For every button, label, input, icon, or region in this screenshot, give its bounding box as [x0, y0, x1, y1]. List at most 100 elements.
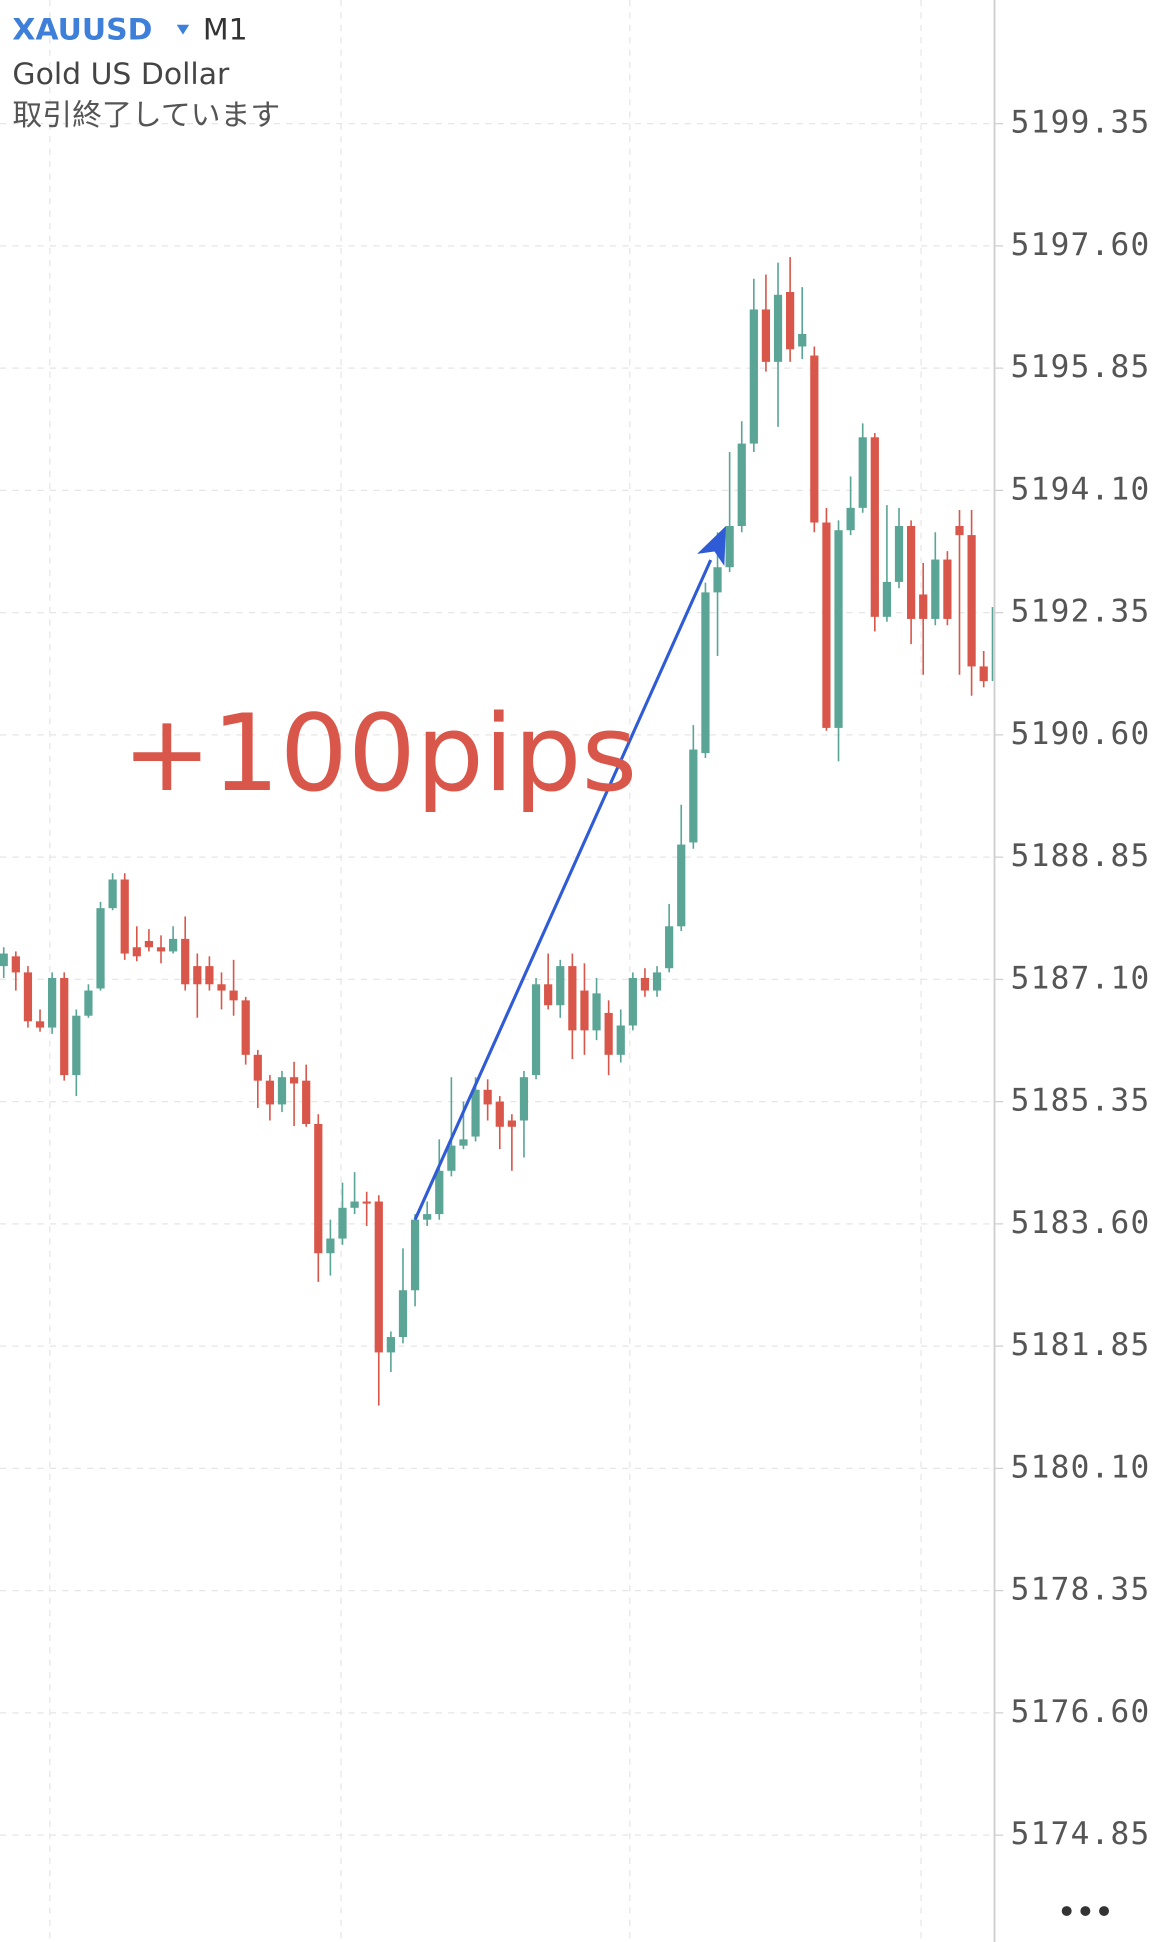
candle-body: [580, 990, 589, 1031]
candle-body: [398, 1290, 408, 1338]
candle-body: [810, 355, 819, 523]
y-tick-label: 5195.85: [1011, 349, 1151, 385]
candle-body: [737, 443, 746, 527]
y-tick-label: 5197.60: [1011, 227, 1151, 263]
symbol-dropdown-icon[interactable]: [176, 24, 190, 35]
candle-body: [23, 972, 33, 1022]
candle-body: [677, 844, 686, 927]
candle-body: [761, 309, 771, 362]
candle-body: [35, 1021, 45, 1028]
candle-body: [882, 581, 892, 617]
candle-body: [60, 977, 69, 1076]
candle-body: [72, 1015, 81, 1076]
time-grid: [49, 0, 922, 1942]
more-menu[interactable]: [1061, 1906, 1110, 1916]
candle-body: [169, 938, 178, 952]
subtitle: Gold US Dollar: [12, 57, 230, 92]
candle-body: [193, 966, 202, 985]
candle-body: [834, 530, 843, 728]
y-tick-label: 5180.10: [1011, 1449, 1151, 1485]
y-tick-label: 5199.35: [1011, 105, 1151, 141]
candle-body: [229, 990, 238, 1001]
candle-body: [435, 1170, 444, 1215]
candle-body: [507, 1120, 516, 1127]
candle-body: [858, 437, 867, 508]
y-tick-label: 5190.60: [1011, 716, 1151, 752]
candle-body: [120, 879, 129, 954]
candle-body: [955, 526, 964, 536]
candle-body: [84, 990, 93, 1016]
candle-body: [410, 1219, 420, 1291]
candle-body: [265, 1080, 275, 1105]
candle-body: [289, 1077, 299, 1084]
candle-body: [979, 666, 988, 682]
candle-body: [822, 522, 831, 728]
arrow: [413, 526, 726, 1221]
candle-body: [386, 1337, 395, 1353]
candle-body: [846, 507, 855, 531]
candle-body: [302, 1080, 311, 1124]
candle-body: [713, 567, 722, 593]
candle-body: [628, 977, 637, 1026]
y-tick-label: 5176.60: [1011, 1694, 1151, 1730]
candle-body: [483, 1089, 492, 1105]
candle-body: [991, 607, 994, 682]
candle-body: [689, 749, 698, 843]
candle-body: [568, 966, 577, 1031]
candle-body: [495, 1101, 504, 1127]
candle-body: [640, 977, 650, 991]
y-tick-label: 5174.85: [1011, 1816, 1151, 1852]
candle-body: [725, 526, 734, 568]
y-tick-label: 5183.60: [1011, 1205, 1151, 1241]
y-tick-label: 5181.85: [1011, 1327, 1151, 1363]
candle-body: [616, 1025, 625, 1055]
candle-body: [374, 1201, 383, 1353]
candle-body: [96, 908, 105, 989]
candle-body: [277, 1077, 287, 1105]
symbol[interactable]: XAUUSD: [12, 13, 152, 48]
candle-body: [544, 984, 553, 1006]
candle-body: [556, 966, 565, 1006]
y-tick-label: 5185.35: [1011, 1083, 1151, 1119]
candle-body: [604, 1012, 613, 1055]
candle-body: [217, 984, 226, 991]
candle-body: [362, 1201, 371, 1204]
candle-body: [786, 291, 795, 350]
candle-body: [350, 1201, 359, 1208]
arrow-shaft: [413, 559, 713, 1221]
candle-body: [531, 984, 541, 1076]
candle-body: [894, 526, 904, 582]
candle-body: [11, 956, 20, 973]
candle-body: [459, 1139, 468, 1146]
y-tick-label: 5187.10: [1011, 960, 1151, 996]
candle-body: [906, 526, 916, 619]
candle-body: [48, 977, 57, 1028]
candle-body: [326, 1238, 335, 1254]
candle-body: [132, 947, 141, 957]
y-tick-label: 5188.85: [1011, 838, 1151, 874]
y-tick-label: 5192.35: [1011, 594, 1151, 630]
price-axis: 5199.35 5197.60 5195.85 5194.10 5192.35 5190.…: [994, 105, 1151, 1852]
candle-body: [144, 940, 154, 948]
y-tick-label: 5178.35: [1011, 1572, 1151, 1608]
candle-body: [665, 926, 674, 969]
candles: [0, 257, 994, 1406]
annotation: +100pips: [122, 692, 637, 816]
candle-body: [0, 953, 8, 967]
candle-body: [773, 294, 783, 362]
arrow-head: [697, 526, 726, 567]
candle-body: [943, 559, 952, 619]
candle-body: [423, 1214, 432, 1220]
candle-body: [108, 879, 117, 909]
candle-body: [652, 972, 662, 991]
candle-body: [967, 535, 976, 667]
y-tick-label: 5194.10: [1011, 471, 1151, 507]
timeframe[interactable]: M1: [203, 13, 248, 48]
price-grid: [0, 123, 994, 1836]
candle-body: [931, 559, 940, 619]
candle-body: [314, 1123, 323, 1254]
candle-body: [749, 309, 758, 444]
candle-body: [919, 594, 928, 619]
